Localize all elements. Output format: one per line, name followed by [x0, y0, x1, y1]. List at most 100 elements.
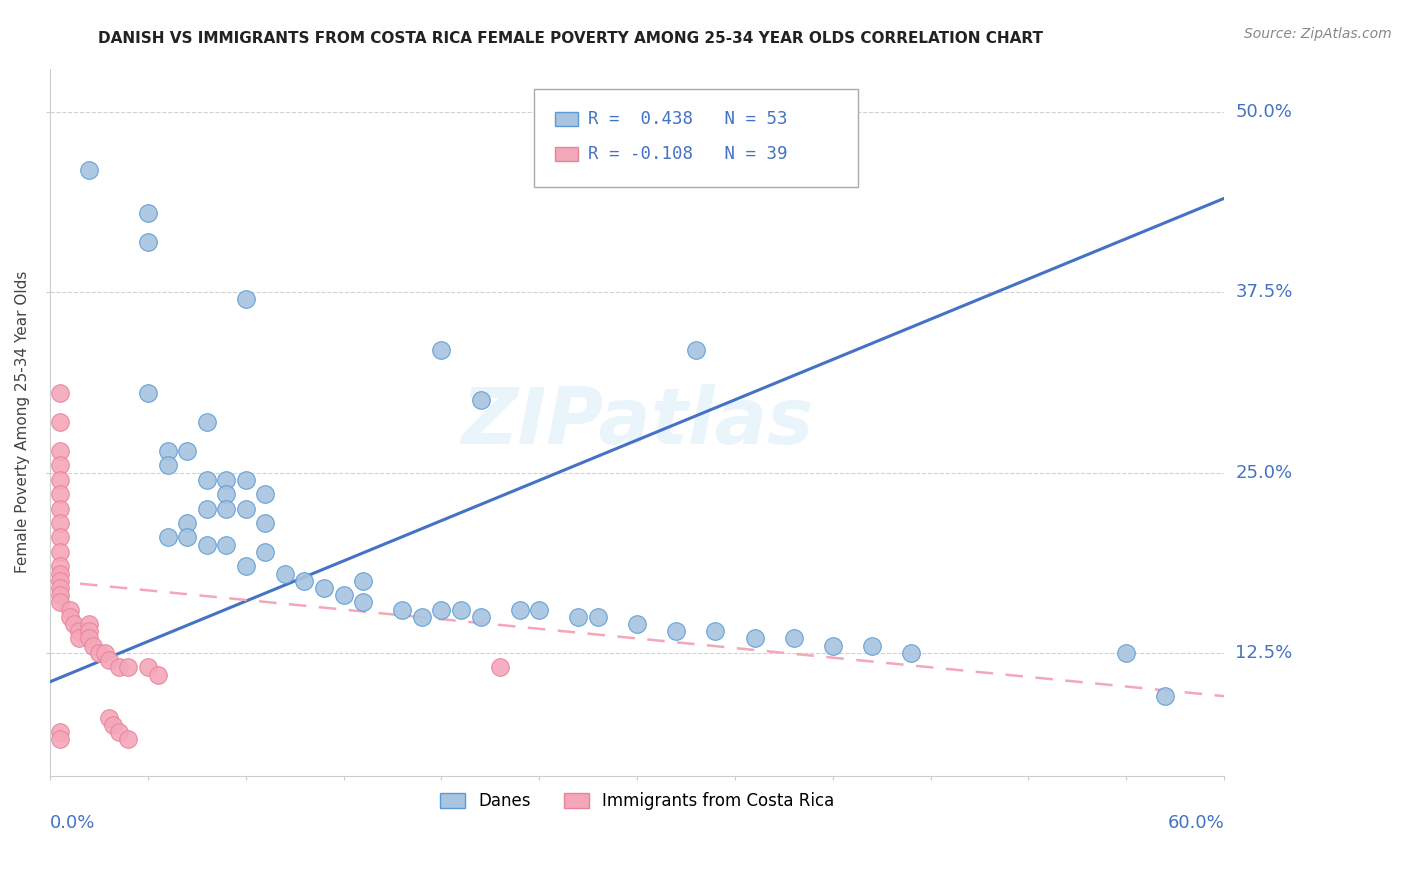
Point: [821, 639, 844, 653]
Point: [136, 235, 159, 249]
Point: [136, 206, 159, 220]
Point: [49, 473, 72, 487]
Point: [77, 617, 100, 632]
Point: [704, 624, 727, 639]
Point: [49, 595, 72, 609]
Text: R = -0.108   N = 39: R = -0.108 N = 39: [588, 145, 787, 163]
Point: [49, 574, 72, 588]
Point: [665, 624, 688, 639]
Point: [77, 624, 100, 639]
Point: [254, 516, 277, 530]
Text: 37.5%: 37.5%: [1236, 283, 1292, 301]
Text: ZIPatlas: ZIPatlas: [461, 384, 813, 460]
Point: [49, 516, 72, 530]
Point: [332, 588, 354, 602]
Point: [430, 343, 453, 357]
Point: [176, 531, 198, 545]
Point: [567, 609, 589, 624]
Point: [235, 501, 257, 516]
Point: [97, 653, 120, 667]
Point: [254, 545, 277, 559]
Point: [49, 559, 72, 574]
Point: [176, 516, 198, 530]
Y-axis label: Female Poverty Among 25-34 Year Olds: Female Poverty Among 25-34 Year Olds: [15, 271, 30, 574]
Point: [49, 545, 72, 559]
Point: [156, 458, 179, 473]
Text: Source: ZipAtlas.com: Source: ZipAtlas.com: [1244, 27, 1392, 41]
Point: [195, 415, 218, 429]
Point: [294, 574, 316, 588]
Point: [49, 386, 72, 401]
Point: [509, 602, 531, 616]
Point: [156, 443, 179, 458]
Point: [49, 458, 72, 473]
Point: [59, 609, 82, 624]
Point: [82, 639, 104, 653]
Point: [94, 646, 117, 660]
Point: [69, 624, 91, 639]
Point: [235, 293, 257, 307]
Point: [626, 617, 648, 632]
Point: [744, 632, 766, 646]
Point: [411, 609, 433, 624]
Point: [529, 602, 551, 616]
Point: [900, 646, 922, 660]
Point: [97, 711, 120, 725]
Point: [49, 531, 72, 545]
Text: 12.5%: 12.5%: [1236, 644, 1292, 662]
Point: [470, 393, 492, 408]
Point: [176, 443, 198, 458]
Point: [62, 617, 84, 632]
Point: [860, 639, 883, 653]
Point: [107, 660, 129, 674]
Text: 0.0%: 0.0%: [51, 814, 96, 832]
Point: [470, 609, 492, 624]
Point: [312, 581, 335, 595]
Point: [77, 632, 100, 646]
Point: [49, 566, 72, 581]
Point: [215, 538, 238, 552]
Point: [77, 162, 100, 177]
Point: [235, 473, 257, 487]
Point: [69, 632, 91, 646]
Point: [391, 602, 413, 616]
Point: [215, 487, 238, 501]
Text: DANISH VS IMMIGRANTS FROM COSTA RICA FEMALE POVERTY AMONG 25-34 YEAR OLDS CORREL: DANISH VS IMMIGRANTS FROM COSTA RICA FEM…: [98, 31, 1043, 46]
Point: [489, 660, 512, 674]
Point: [450, 602, 472, 616]
Point: [59, 602, 82, 616]
Point: [352, 595, 374, 609]
Point: [49, 443, 72, 458]
Point: [586, 609, 609, 624]
Point: [136, 386, 159, 401]
Point: [215, 501, 238, 516]
Point: [195, 538, 218, 552]
Legend: Danes, Immigrants from Costa Rica: Danes, Immigrants from Costa Rica: [433, 785, 841, 817]
Point: [215, 473, 238, 487]
Point: [49, 415, 72, 429]
Point: [146, 667, 169, 681]
Point: [117, 732, 139, 747]
Point: [49, 725, 72, 739]
Text: 60.0%: 60.0%: [1167, 814, 1225, 832]
Point: [49, 487, 72, 501]
Point: [49, 581, 72, 595]
Text: 50.0%: 50.0%: [1236, 103, 1292, 120]
Point: [49, 732, 72, 747]
Point: [87, 646, 110, 660]
Point: [136, 660, 159, 674]
Point: [195, 473, 218, 487]
Point: [117, 660, 139, 674]
Point: [352, 574, 374, 588]
Point: [49, 588, 72, 602]
Point: [274, 566, 297, 581]
Point: [235, 559, 257, 574]
Point: [156, 531, 179, 545]
Point: [1115, 646, 1137, 660]
Point: [49, 501, 72, 516]
Point: [1154, 689, 1177, 703]
Point: [430, 602, 453, 616]
Point: [254, 487, 277, 501]
Point: [782, 632, 804, 646]
Text: 25.0%: 25.0%: [1236, 464, 1292, 482]
